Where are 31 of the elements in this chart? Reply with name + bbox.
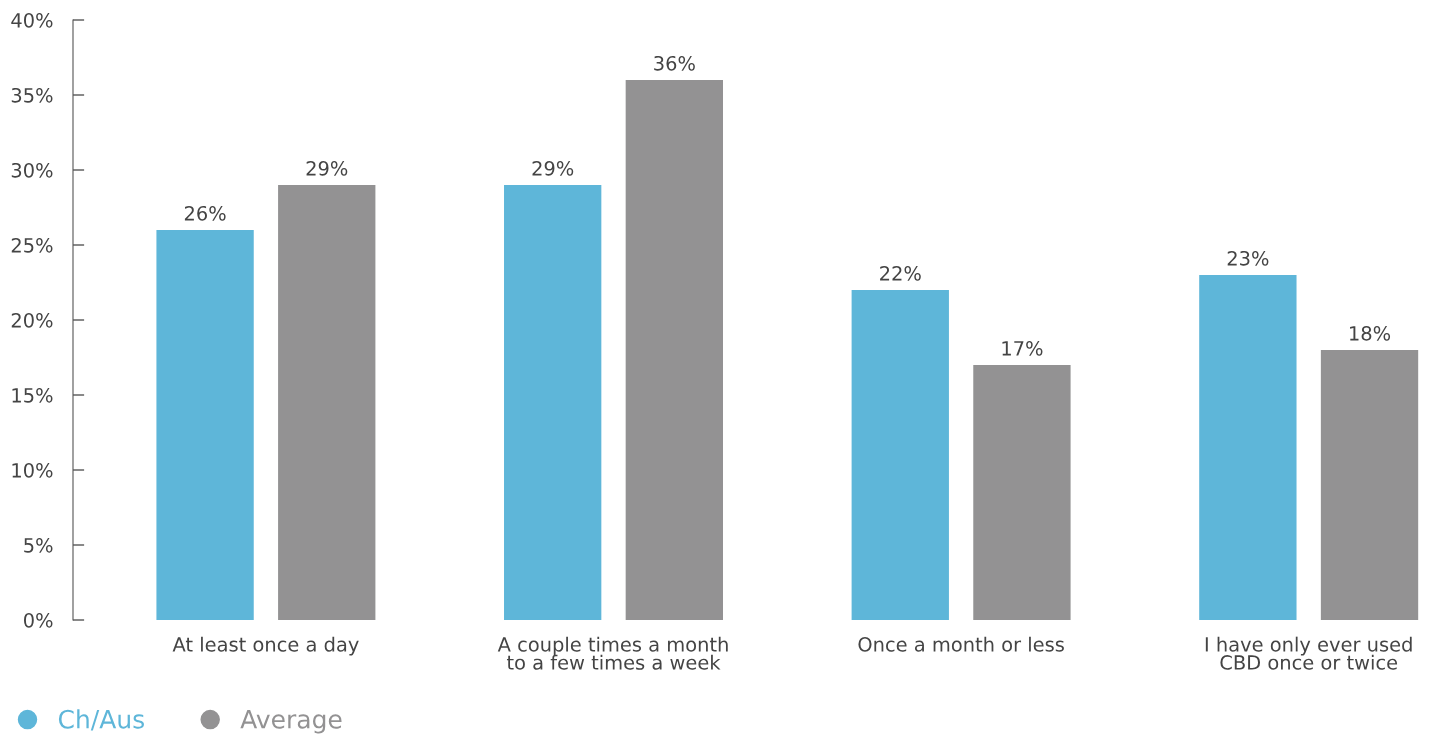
text: 17% xyxy=(1002,340,1043,356)
x-tick-label: I have only ever used CBD once or twice xyxy=(1205,636,1412,670)
bar xyxy=(504,185,602,620)
x-tick-label: At least once a day xyxy=(172,636,359,656)
y-tick-label: 25% xyxy=(11,237,53,253)
legend-label: Ch/Aus xyxy=(58,709,144,731)
text: 36% xyxy=(654,55,695,71)
bar xyxy=(973,365,1071,620)
text: 29% xyxy=(532,160,574,176)
x-tick-label: Once a month or less xyxy=(858,636,1064,652)
legend-label: Average xyxy=(240,710,342,734)
text: 23% xyxy=(1227,250,1269,266)
bar xyxy=(278,185,376,620)
text: 29% xyxy=(306,160,348,176)
y-tick-label: 10% xyxy=(12,462,53,478)
text: 18% xyxy=(1350,325,1391,341)
text: 22% xyxy=(880,265,921,281)
y-tick-label: 0% xyxy=(23,612,53,628)
bar xyxy=(1199,275,1297,620)
bar xyxy=(851,290,949,620)
bar xyxy=(625,80,723,620)
y-tick-label: 15% xyxy=(12,387,53,403)
y-tick-label: 40% xyxy=(11,12,53,28)
y-tick-label: 20% xyxy=(11,312,53,328)
text: 26% xyxy=(184,205,226,221)
bar xyxy=(1320,350,1419,620)
y-tick-label: 5% xyxy=(24,537,53,553)
y-tick-label: 30% xyxy=(11,162,53,178)
y-tick-label: 35% xyxy=(11,87,53,103)
bar xyxy=(156,230,254,620)
x-tick-label: A couple times a month to a few times a week xyxy=(497,636,728,670)
